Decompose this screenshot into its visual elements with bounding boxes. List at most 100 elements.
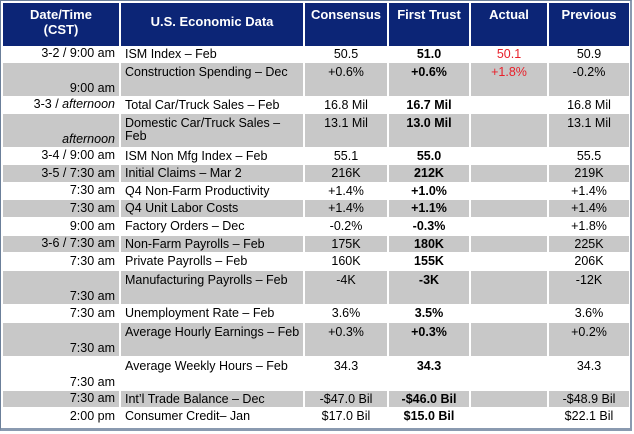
date-time-text: 3-5 / 7:30 am <box>3 165 115 180</box>
date-time-text: 7:30 am <box>3 376 115 389</box>
cell-indicator: Consumer Credit– Jan <box>121 408 303 425</box>
cell-previous: -12K <box>549 271 629 304</box>
cell-date-time: 7:30 am <box>3 323 119 356</box>
cell-first-trust: -3K <box>389 271 469 304</box>
cell-indicator: Unemployment Rate – Feb <box>121 305 303 322</box>
table-row: 7:30 am Unemployment Rate – Feb 3.6% 3.5% 3.… <box>3 305 629 323</box>
cell-date-time: 9:00 am <box>3 218 119 235</box>
cell-date-time: 7:30 am <box>3 183 119 199</box>
date-time-prefix: 3-4 / 9:00 am <box>41 148 115 162</box>
cell-indicator: Average Hourly Earnings – Feb <box>121 323 303 356</box>
date-time-text: 9:00 am <box>3 82 115 95</box>
cell-consensus: +1.4% <box>305 200 387 217</box>
cell-actual <box>471 148 547 164</box>
cell-indicator: Non-Farm Payrolls – Feb <box>121 236 303 252</box>
cell-actual <box>471 271 547 304</box>
cell-date-time: 3-6 / 7:30 am <box>3 236 119 252</box>
date-time-prefix: 3-6 / 7:30 am <box>41 236 115 250</box>
cell-previous: 16.8 Mil <box>549 97 629 113</box>
date-time-text: 7:30 am <box>3 290 115 303</box>
cell-date-time: 2:00 pm <box>3 408 119 425</box>
cell-actual: +1.8% <box>471 63 547 96</box>
cell-previous: 219K <box>549 165 629 182</box>
cell-previous: 55.5 <box>549 148 629 164</box>
cell-consensus: 34.3 <box>305 357 387 390</box>
cell-first-trust: 34.3 <box>389 357 469 390</box>
table-row: 7:30 am Private Payrolls – Feb 160K 155K 206… <box>3 253 629 271</box>
cell-date-time: 9:00 am <box>3 63 119 96</box>
date-time-text: 7:30 am <box>3 342 115 355</box>
cell-consensus: 3.6% <box>305 305 387 322</box>
date-time-prefix: 7:30 am <box>69 391 115 405</box>
date-time-text: 9:00 am <box>3 218 115 233</box>
cell-date-time: 3-5 / 7:30 am <box>3 165 119 182</box>
cell-previous: +1.4% <box>549 200 629 217</box>
cell-previous: -0.2% <box>549 63 629 96</box>
date-time-italic: afternoon <box>62 97 115 111</box>
date-time-italic: afternoon <box>62 132 115 146</box>
date-time-prefix: 3-5 / 7:30 am <box>41 165 115 180</box>
cell-consensus: 175K <box>305 236 387 252</box>
cell-consensus: 13.1 Mil <box>305 114 387 147</box>
cell-consensus: 16.8 Mil <box>305 97 387 113</box>
cell-previous: +0.2% <box>549 323 629 356</box>
table-row: 7:30 am Q4 Non-Farm Productivity +1.4% +1.0… <box>3 183 629 200</box>
cell-first-trust: +0.6% <box>389 63 469 96</box>
cell-previous: 34.3 <box>549 357 629 390</box>
cell-first-trust: 3.5% <box>389 305 469 322</box>
table-row: 7:30 am Q4 Unit Labor Costs +1.4% +1.1% +1.4… <box>3 200 629 218</box>
date-time-prefix: 7:30 am <box>69 305 115 320</box>
date-time-text: 7:30 am <box>3 184 115 197</box>
cell-previous: $22.1 Bil <box>549 408 629 425</box>
cell-first-trust: 212K <box>389 165 469 182</box>
cell-consensus: -4K <box>305 271 387 304</box>
cell-actual <box>471 323 547 356</box>
cell-date-time: 7:30 am <box>3 391 119 407</box>
cell-indicator: Factory Orders – Dec <box>121 218 303 235</box>
cell-date-time: 7:30 am <box>3 305 119 322</box>
cell-actual <box>471 357 547 390</box>
header-date-time: Date/Time (CST) <box>3 3 119 46</box>
cell-previous: 3.6% <box>549 305 629 322</box>
cell-actual <box>471 114 547 147</box>
cell-first-trust: -0.3% <box>389 218 469 235</box>
cell-first-trust: $15.0 Bil <box>389 408 469 425</box>
cell-actual <box>471 165 547 182</box>
cell-indicator: Average Weekly Hours – Feb <box>121 357 303 390</box>
cell-previous: 50.9 <box>549 46 629 62</box>
cell-previous: 225K <box>549 236 629 252</box>
cell-consensus: +0.3% <box>305 323 387 356</box>
date-time-prefix: 7:30 am <box>69 341 115 355</box>
table-body: 3-2 / 9:00 am ISM Index – Feb 50.5 51.0 50.1… <box>3 46 629 426</box>
date-time-prefix: 7:30 am <box>69 253 115 268</box>
cell-first-trust: +1.1% <box>389 200 469 217</box>
cell-actual <box>471 97 547 113</box>
cell-date-time: afternoon <box>3 114 119 147</box>
date-time-prefix: 9:00 am <box>69 218 115 233</box>
date-time-prefix: 3-2 / 9:00 am <box>41 46 115 60</box>
date-time-prefix: 7:30 am <box>69 289 115 303</box>
cell-first-trust: +0.3% <box>389 323 469 356</box>
cell-indicator: Manufacturing Payrolls – Feb <box>121 271 303 304</box>
date-time-text: 3-6 / 7:30 am <box>3 237 115 250</box>
cell-first-trust: 55.0 <box>389 148 469 164</box>
cell-indicator: Total Car/Truck Sales – Feb <box>121 97 303 113</box>
date-time-text: 2:00 pm <box>3 409 115 423</box>
date-time-text: 7:30 am <box>3 392 115 405</box>
cell-consensus: 55.1 <box>305 148 387 164</box>
table-row: 3-3 / afternoon Total Car/Truck Sales – F… <box>3 97 629 114</box>
cell-first-trust: 16.7 Mil <box>389 97 469 113</box>
cell-first-trust: 51.0 <box>389 46 469 62</box>
table-row: 9:00 am Construction Spending – Dec +0.6% +… <box>3 63 629 97</box>
cell-indicator: ISM Non Mfg Index – Feb <box>121 148 303 164</box>
cell-date-time: 7:30 am <box>3 253 119 270</box>
header-first-trust: First Trust <box>389 3 469 46</box>
cell-date-time: 7:30 am <box>3 357 119 390</box>
cell-indicator: Initial Claims – Mar 2 <box>121 165 303 182</box>
date-time-prefix: 7:30 am <box>69 183 115 197</box>
cell-date-time: 7:30 am <box>3 200 119 217</box>
cell-indicator: Int’l Trade Balance – Dec <box>121 391 303 407</box>
table-row: 3-2 / 9:00 am ISM Index – Feb 50.5 51.0 50.1… <box>3 46 629 63</box>
date-time-text: 7:30 am <box>3 305 115 320</box>
